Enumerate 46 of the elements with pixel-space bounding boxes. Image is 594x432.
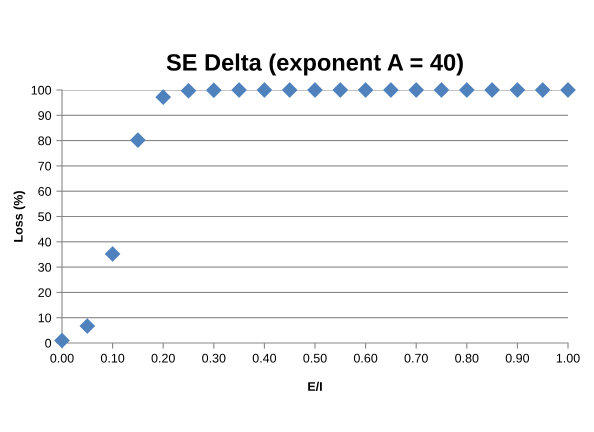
point bbox=[180, 83, 196, 98]
point bbox=[130, 132, 146, 148]
x-tick-label: 0.30 bbox=[202, 354, 226, 363]
point bbox=[535, 82, 550, 98]
chart-title: SE Delta (exponent A = 40) bbox=[166, 53, 463, 76]
y-tick-label: 30 bbox=[38, 262, 52, 272]
y-tick-label: 100 bbox=[32, 86, 52, 95]
x-tick-label: 0.60 bbox=[354, 354, 378, 363]
y-tick-label: 90 bbox=[38, 111, 52, 120]
x-tick-label: 0.80 bbox=[455, 354, 478, 363]
x-tick-label: 0.90 bbox=[506, 354, 530, 363]
x-tick-label: 1.00 bbox=[556, 354, 580, 363]
y-tick-label: 10 bbox=[38, 314, 52, 322]
point bbox=[307, 82, 323, 98]
point bbox=[560, 82, 576, 98]
y-tick-label: 80 bbox=[38, 136, 52, 146]
point bbox=[256, 82, 272, 98]
point bbox=[434, 82, 450, 98]
y-tick-label: 40 bbox=[38, 238, 52, 246]
x-tick-label: 0.40 bbox=[252, 354, 276, 363]
y-axis-title: Loss (%) bbox=[14, 191, 26, 242]
x-tick-label: 0.70 bbox=[404, 354, 428, 363]
point bbox=[206, 82, 222, 98]
y-tick-label: 60 bbox=[38, 187, 52, 196]
y-tick-label: 50 bbox=[38, 212, 52, 222]
point bbox=[383, 82, 398, 98]
point bbox=[358, 82, 374, 98]
point bbox=[105, 246, 120, 262]
point bbox=[484, 82, 500, 98]
point bbox=[282, 82, 298, 98]
point bbox=[156, 90, 171, 105]
y-tick-label: 20 bbox=[38, 288, 52, 298]
y-tick-label: 0 bbox=[45, 338, 52, 348]
point bbox=[54, 332, 70, 348]
point bbox=[459, 82, 474, 98]
point bbox=[332, 82, 348, 98]
x-tick-label: 0.20 bbox=[152, 354, 175, 363]
x-tick-label: 0.50 bbox=[303, 354, 327, 363]
point bbox=[232, 82, 247, 98]
point bbox=[510, 82, 525, 98]
x-axis-title: E/I bbox=[308, 382, 322, 392]
x-tick-label: 0.00 bbox=[50, 354, 74, 363]
point bbox=[408, 82, 424, 98]
y-tick-label: 70 bbox=[38, 162, 52, 171]
x-tick-label: 0.10 bbox=[100, 354, 124, 363]
point bbox=[80, 318, 95, 334]
